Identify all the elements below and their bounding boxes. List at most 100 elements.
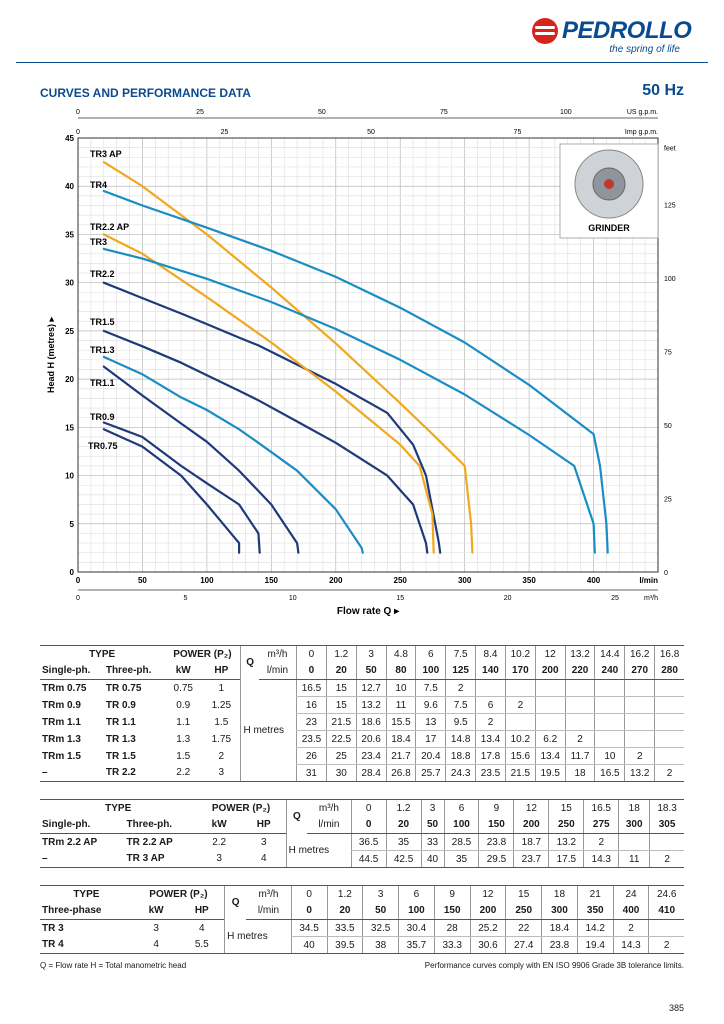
y-tick-label: 15 [65, 423, 74, 432]
flow-lmin-value: 305 [649, 816, 684, 834]
head-value: 10.2 [504, 730, 536, 748]
curve-label: TR3 [90, 237, 107, 247]
head-value: 2 [504, 696, 536, 714]
head-value [504, 679, 536, 697]
type-header: TYPE [40, 645, 165, 663]
flow-m3h-value: 12 [534, 645, 566, 663]
head-value: 13.2 [548, 833, 584, 851]
head-value: 42.5 [385, 850, 422, 868]
flow-lmin-value: 50 [420, 816, 445, 834]
head-value: 11 [618, 850, 650, 868]
three-phase-model: TR 2.2 [103, 764, 165, 782]
head-value: 14.2 [576, 919, 614, 937]
head-value: 14.3 [583, 850, 619, 868]
flow-lmin-value: 80 [385, 662, 416, 680]
flow-m3h-value: 7.5 [445, 645, 476, 663]
y-tick-label: 20 [65, 375, 74, 384]
feet-unit-label: feet [664, 146, 676, 153]
flow-m3h-value: 3 [355, 645, 387, 663]
flow-lmin-value: 200 [469, 902, 506, 920]
x-tick-label: 0 [76, 576, 81, 585]
three-phase-header: Three-phase [40, 902, 133, 920]
head-value: 2 [624, 747, 655, 765]
y-tick-label: 40 [65, 182, 74, 191]
head-value: 19.4 [576, 936, 614, 954]
head-value: 38 [362, 936, 399, 954]
head-value: 2 [654, 764, 684, 782]
page-number: 385 [668, 1003, 684, 1013]
head-value: 9.5 [445, 713, 476, 731]
curve-tr1-5 [102, 329, 429, 554]
three-phase-model: TR 0.75 [105, 682, 142, 694]
head-value: 23.4 [355, 747, 387, 765]
flow-m3h-value: 18.3 [649, 799, 684, 817]
flow-m3h-value: 16.2 [624, 645, 655, 663]
frequency-label: 50 Hz [642, 82, 684, 99]
table-row: TRm 0.75 TR 0.75 0.75 1 H metres 16.5 15 12.7 10… [40, 679, 684, 782]
single-phase-model: TRm 1.5 [42, 750, 81, 762]
head-value [649, 833, 684, 851]
head-value: 29.5 [478, 850, 514, 868]
head-value: 17.8 [475, 747, 506, 765]
head-value [564, 679, 595, 697]
head-value: 18.4 [541, 919, 578, 937]
table-row: TRm 2.2 AP TR 2.2 AP 2.2 3 H metres 36.5 35 33 2… [40, 833, 684, 868]
usgpm-tick-label: 75 [440, 109, 448, 116]
curve-label: TR1.5 [90, 317, 115, 327]
head-value: 9.6 [415, 696, 446, 714]
x-tick-label: 100 [200, 576, 214, 585]
usgpm-tick-label: 100 [560, 109, 572, 116]
flow-lmin-value: 140 [475, 662, 506, 680]
head-value: 13 [415, 713, 446, 731]
power-hp: 1.5 [214, 716, 229, 728]
curve-tr0-75 [102, 428, 241, 554]
head-value: 31 [296, 764, 327, 782]
flow-lmin-value: 20 [326, 902, 363, 920]
flow-m3h-value: 16.8 [654, 645, 684, 663]
flow-lmin-value: 50 [362, 902, 399, 920]
head-value: 18 [564, 764, 595, 782]
power-kw: 3 [153, 922, 159, 934]
flow-lmin-value: 400 [612, 902, 649, 920]
flow-lmin-value: 280 [654, 662, 684, 680]
y-tick-label: 5 [70, 520, 75, 529]
head-value: 25 [325, 747, 357, 765]
three-phase-model: TR 1.1 [105, 716, 136, 728]
head-value: 33.3 [433, 936, 471, 954]
feet-tick-label: 75 [664, 350, 672, 357]
unit-m3h: m³/h [246, 885, 292, 903]
x-unit-label: l/min [639, 576, 658, 585]
flow-m3h-value: 16.5 [583, 799, 619, 817]
m3h-tick-label: 25 [611, 595, 619, 602]
flow-lmin-value: 220 [564, 662, 595, 680]
three-phase-model: TR 2.2 AP [126, 836, 173, 848]
head-value [594, 679, 625, 697]
head-value [594, 730, 625, 748]
flow-lmin-value: 270 [624, 662, 655, 680]
flow-m3h-value: 3 [420, 799, 445, 817]
three-phase-model: TR 3 AP [124, 850, 197, 868]
curve-label: TR0.9 [90, 412, 115, 422]
head-value: 32.5 [362, 919, 399, 937]
feet-tick-label: 0 [664, 570, 668, 577]
type-header: TYPE [40, 885, 133, 903]
feet-tick-label: 100 [664, 276, 676, 283]
power-hp: 5.5 [179, 936, 225, 954]
brand-tagline: the spring of life [609, 44, 680, 55]
x-tick-label: 300 [458, 576, 472, 585]
head-value: 35 [443, 850, 479, 868]
head-value: 2 [445, 679, 476, 697]
head-value: 30.4 [398, 919, 435, 937]
head-value: 16 [296, 696, 327, 714]
head-value [654, 679, 684, 697]
head-value: 25.2 [469, 919, 506, 937]
head-value: 15 [325, 696, 357, 714]
m3h-tick-label: 0 [76, 595, 80, 602]
type-header: TYPE [40, 799, 197, 817]
kw-header: kW [132, 902, 180, 920]
x-tick-label: 350 [522, 576, 536, 585]
y-axis-label: Head H (metres) ▸ [46, 317, 56, 394]
flow-m3h-value: 0 [296, 645, 327, 663]
head-value: 13.4 [534, 747, 566, 765]
single-phase-header: Single-ph. [40, 662, 104, 680]
